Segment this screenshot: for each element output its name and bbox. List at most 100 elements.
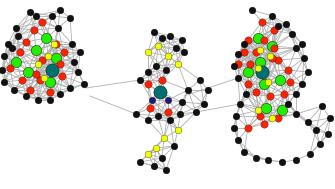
Point: [165, 98, 171, 101]
Point: [57, 63, 63, 66]
Point: [179, 39, 185, 42]
Point: [269, 15, 275, 18]
Point: [269, 57, 275, 60]
Point: [27, 88, 33, 91]
Point: [47, 81, 53, 84]
Point: [307, 153, 313, 156]
Point: [245, 82, 251, 85]
Point: [245, 39, 251, 42]
Point: [53, 43, 59, 46]
Point: [173, 46, 179, 50]
Point: [247, 63, 253, 66]
Point: [265, 81, 271, 84]
Point: [285, 68, 291, 71]
Point: [193, 111, 199, 114]
Point: [241, 50, 247, 53]
Point: [33, 73, 39, 76]
Point: [49, 15, 55, 18]
Point: [279, 108, 285, 112]
Point: [5, 43, 11, 46]
Point: [25, 70, 31, 74]
Point: [47, 91, 53, 94]
Point: [293, 159, 299, 162]
Point: [9, 46, 15, 50]
Point: [243, 92, 249, 95]
Point: [259, 20, 265, 23]
Point: [287, 81, 293, 84]
Point: [45, 54, 51, 57]
Point: [257, 49, 263, 52]
Point: [67, 16, 73, 19]
Point: [305, 70, 311, 74]
Point: [261, 82, 267, 85]
Point: [165, 54, 171, 57]
Point: [283, 22, 289, 26]
Point: [167, 34, 173, 37]
Point: [47, 98, 53, 101]
Point: [267, 54, 273, 57]
Point: [301, 57, 307, 60]
Point: [275, 25, 281, 28]
Point: [271, 29, 277, 32]
Point: [235, 77, 241, 80]
Point: [39, 20, 45, 23]
Point: [265, 159, 271, 162]
Point: [77, 50, 83, 53]
Point: [155, 115, 161, 118]
Point: [279, 160, 285, 163]
Point: [269, 44, 275, 47]
Point: [147, 106, 153, 109]
Point: [257, 115, 263, 118]
Point: [171, 144, 177, 147]
Point: [39, 58, 45, 61]
Point: [275, 58, 281, 61]
Point: [145, 153, 151, 156]
Point: [145, 82, 151, 85]
Point: [1, 81, 7, 84]
Point: [249, 9, 255, 12]
Point: [41, 77, 47, 80]
Point: [235, 139, 241, 142]
Point: [81, 82, 87, 85]
Point: [155, 44, 161, 47]
Point: [145, 50, 151, 53]
Point: [255, 36, 261, 40]
Point: [205, 88, 211, 91]
Point: [327, 116, 333, 119]
Point: [235, 53, 241, 56]
Point: [151, 30, 157, 33]
Point: [185, 88, 191, 91]
Point: [153, 146, 159, 149]
Point: [285, 102, 291, 105]
Point: [319, 105, 325, 108]
Point: [241, 43, 247, 46]
Point: [163, 168, 169, 171]
Point: [23, 94, 29, 98]
Point: [269, 116, 275, 119]
Point: [75, 70, 81, 74]
Point: [71, 60, 77, 64]
Point: [257, 60, 263, 64]
Point: [235, 63, 241, 66]
Point: [325, 132, 331, 136]
Point: [69, 43, 75, 46]
Point: [145, 119, 151, 122]
Point: [267, 94, 273, 98]
Point: [245, 126, 251, 129]
Point: [133, 112, 139, 115]
Point: [1, 54, 7, 57]
Point: [293, 46, 299, 50]
Point: [255, 67, 261, 70]
Point: [299, 43, 305, 46]
Point: [261, 122, 267, 125]
Point: [253, 156, 259, 160]
Point: [57, 92, 63, 95]
Point: [49, 68, 55, 71]
Point: [153, 64, 159, 67]
Point: [181, 50, 187, 53]
Point: [67, 87, 73, 90]
Point: [137, 160, 143, 163]
Point: [245, 70, 251, 74]
Point: [179, 101, 185, 104]
Point: [159, 78, 165, 81]
